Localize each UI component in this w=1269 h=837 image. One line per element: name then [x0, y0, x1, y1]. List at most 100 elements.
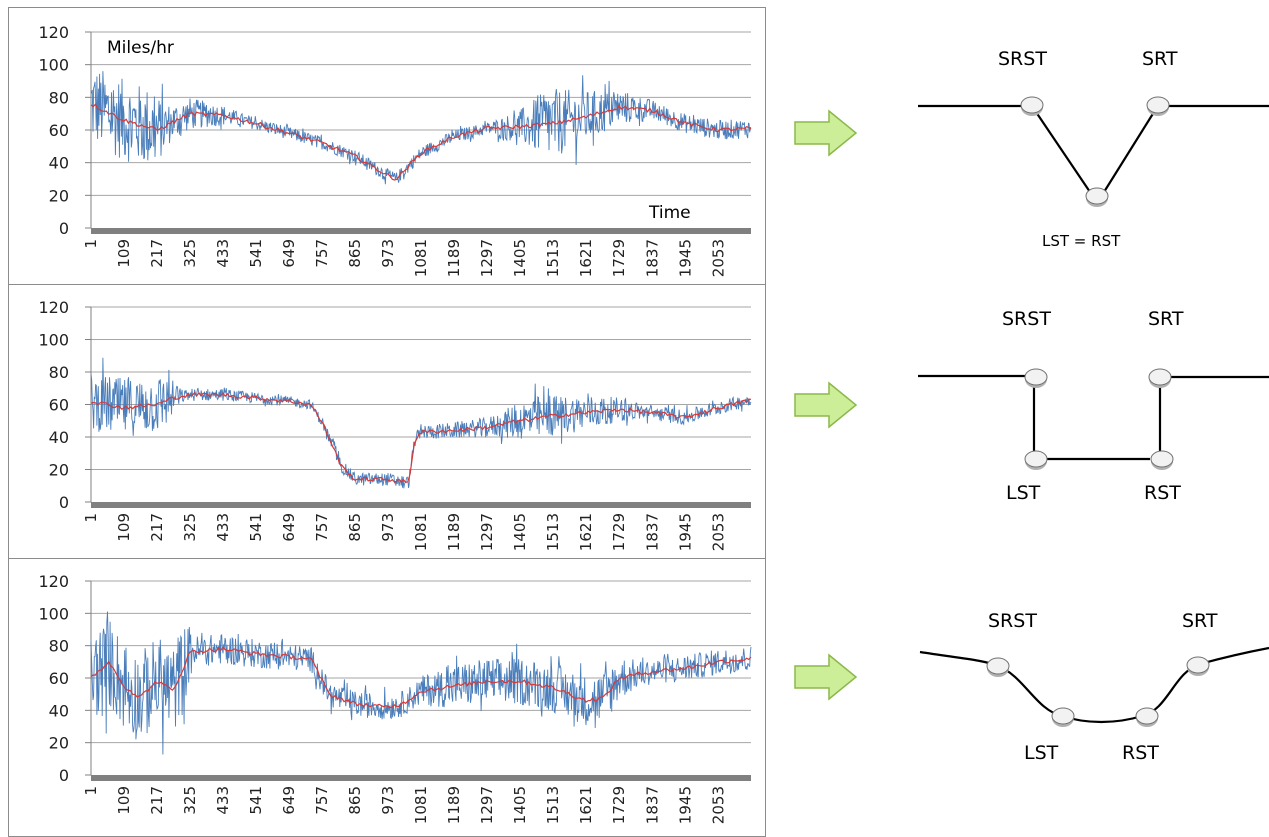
x-tick-label: 1621	[577, 513, 595, 551]
node-circle	[1150, 450, 1174, 470]
y-tick-label: 80	[49, 88, 69, 107]
srst-label: SRST	[988, 610, 1037, 632]
x-tick-label: 217	[148, 239, 166, 268]
chart-panel-2: 0 20 40 60 80 100 120 1 109 217 325 433 541 649 757 865…	[8, 284, 766, 559]
y-tick-label: 20	[49, 461, 69, 480]
lst-label: LST	[1024, 742, 1059, 764]
x-tick-label: 1	[82, 239, 100, 249]
x-tick-label: 1405	[511, 513, 529, 551]
y-tick-label: 80	[49, 363, 69, 382]
y-tick-label: 100	[38, 604, 69, 623]
x-tick-label: 1513	[544, 239, 562, 277]
y-tick-label: 0	[59, 766, 69, 785]
x-tick-label: 325	[181, 786, 199, 815]
x-tick-label: 649	[280, 513, 298, 542]
srt-label: SRT	[1142, 48, 1178, 70]
x-tick-label: 217	[148, 513, 166, 542]
srst-label: SRST	[1002, 308, 1051, 330]
x-tick-label: 433	[214, 239, 232, 268]
x-tick-label: 1837	[643, 786, 661, 824]
x-tick-label: 973	[379, 513, 397, 542]
node-circle	[1085, 187, 1109, 207]
x-tick-label: 325	[181, 239, 199, 268]
smoothed-speed-series-line	[90, 646, 752, 709]
rst-label: RST	[1144, 482, 1181, 504]
x-tick-label: 2053	[709, 786, 727, 824]
x-axis-bar	[91, 502, 751, 508]
x-tick-label: 541	[247, 239, 265, 268]
x-tick-label: 1081	[412, 239, 430, 277]
x-tick-label: 1081	[412, 786, 430, 824]
x-tick-label: 973	[379, 786, 397, 815]
node-circle	[1020, 96, 1044, 116]
right-arrow-icon	[794, 653, 858, 701]
x-tick-label: 109	[115, 786, 133, 815]
x-tick-label: 433	[214, 513, 232, 542]
node-circle	[986, 657, 1010, 677]
node-circle	[1024, 450, 1048, 470]
x-tick-label: 1945	[676, 513, 694, 551]
chart-2-plot: 0 20 40 60 80 100 120 1 109 217 325 433 541 649 757 865…	[38, 298, 752, 551]
y-tick-label: 20	[49, 186, 69, 205]
node-circle	[1051, 707, 1075, 727]
y-tick-label: 40	[49, 701, 69, 720]
chart-panel-3: 0 20 40 60 80 100 120 1 109 217 325 433 541 649 757 865…	[8, 558, 766, 837]
x-tick-label: 1621	[577, 786, 595, 824]
node-circle	[1024, 368, 1048, 388]
y-tick-label: 120	[38, 23, 69, 42]
y-tick-label: 60	[49, 669, 69, 688]
raw-speed-series-line	[90, 357, 752, 489]
x-tick-label: 1837	[643, 513, 661, 551]
y-tick-label: 40	[49, 154, 69, 173]
smooth-curve-diagram: SRST SRT LST RST	[918, 602, 1269, 832]
y-tick-label: 100	[38, 56, 69, 75]
x-tick-label: 217	[148, 786, 166, 815]
v-shape-diagram: SRST SRT LST = RST	[918, 40, 1269, 270]
lst-rst-label: LST = RST	[1042, 232, 1121, 250]
x-tick-label: 1405	[511, 786, 529, 824]
node-circle	[1146, 96, 1170, 116]
x-tick-label: 1729	[610, 239, 628, 277]
srt-label: SRT	[1148, 308, 1184, 330]
y-tick-label: 80	[49, 637, 69, 656]
x-tick-label: 1729	[610, 786, 628, 824]
x-axis-label: Time	[649, 203, 691, 223]
x-tick-label: 541	[247, 513, 265, 542]
smoothed-speed-series-line	[90, 391, 752, 484]
y-tick-label: 20	[49, 734, 69, 753]
y-tick-label: 0	[59, 493, 69, 512]
x-tick-label: 973	[379, 239, 397, 268]
x-tick-label: 2053	[709, 513, 727, 551]
x-tick-label: 865	[346, 786, 364, 815]
x-tick-label: 1513	[544, 786, 562, 824]
x-tick-label: 757	[313, 786, 331, 815]
x-tick-label: 1	[82, 786, 100, 796]
x-tick-label: 649	[280, 786, 298, 815]
y-tick-label: 60	[49, 396, 69, 415]
x-tick-label: 1297	[478, 513, 496, 551]
x-axis-bar	[91, 775, 751, 781]
x-tick-label: 1945	[676, 786, 694, 824]
x-tick-label: 865	[346, 513, 364, 542]
raw-speed-series-line	[90, 71, 752, 185]
chart-3-plot: 0 20 40 60 80 100 120 1 109 217 325 433 541 649 757 865…	[38, 572, 752, 824]
lst-label: LST	[1006, 482, 1041, 504]
x-tick-label: 1189	[445, 513, 463, 551]
srt-label: SRT	[1182, 610, 1218, 632]
x-tick-label: 1081	[412, 513, 430, 551]
x-tick-label: 1297	[478, 786, 496, 824]
x-tick-label: 1621	[577, 239, 595, 277]
rst-label: RST	[1122, 742, 1159, 764]
x-tick-label: 757	[313, 239, 331, 268]
x-tick-label: 1189	[445, 239, 463, 277]
x-tick-label: 757	[313, 513, 331, 542]
rectangular-shape-diagram: SRST SRT LST RST	[918, 302, 1269, 532]
x-tick-label: 1189	[445, 786, 463, 824]
x-tick-label: 1513	[544, 513, 562, 551]
srst-label: SRST	[998, 48, 1047, 70]
x-tick-label: 1945	[676, 239, 694, 277]
x-tick-label: 1297	[478, 239, 496, 277]
x-tick-label: 325	[181, 513, 199, 542]
x-tick-label: 2053	[709, 239, 727, 277]
node-circle	[1135, 707, 1159, 727]
